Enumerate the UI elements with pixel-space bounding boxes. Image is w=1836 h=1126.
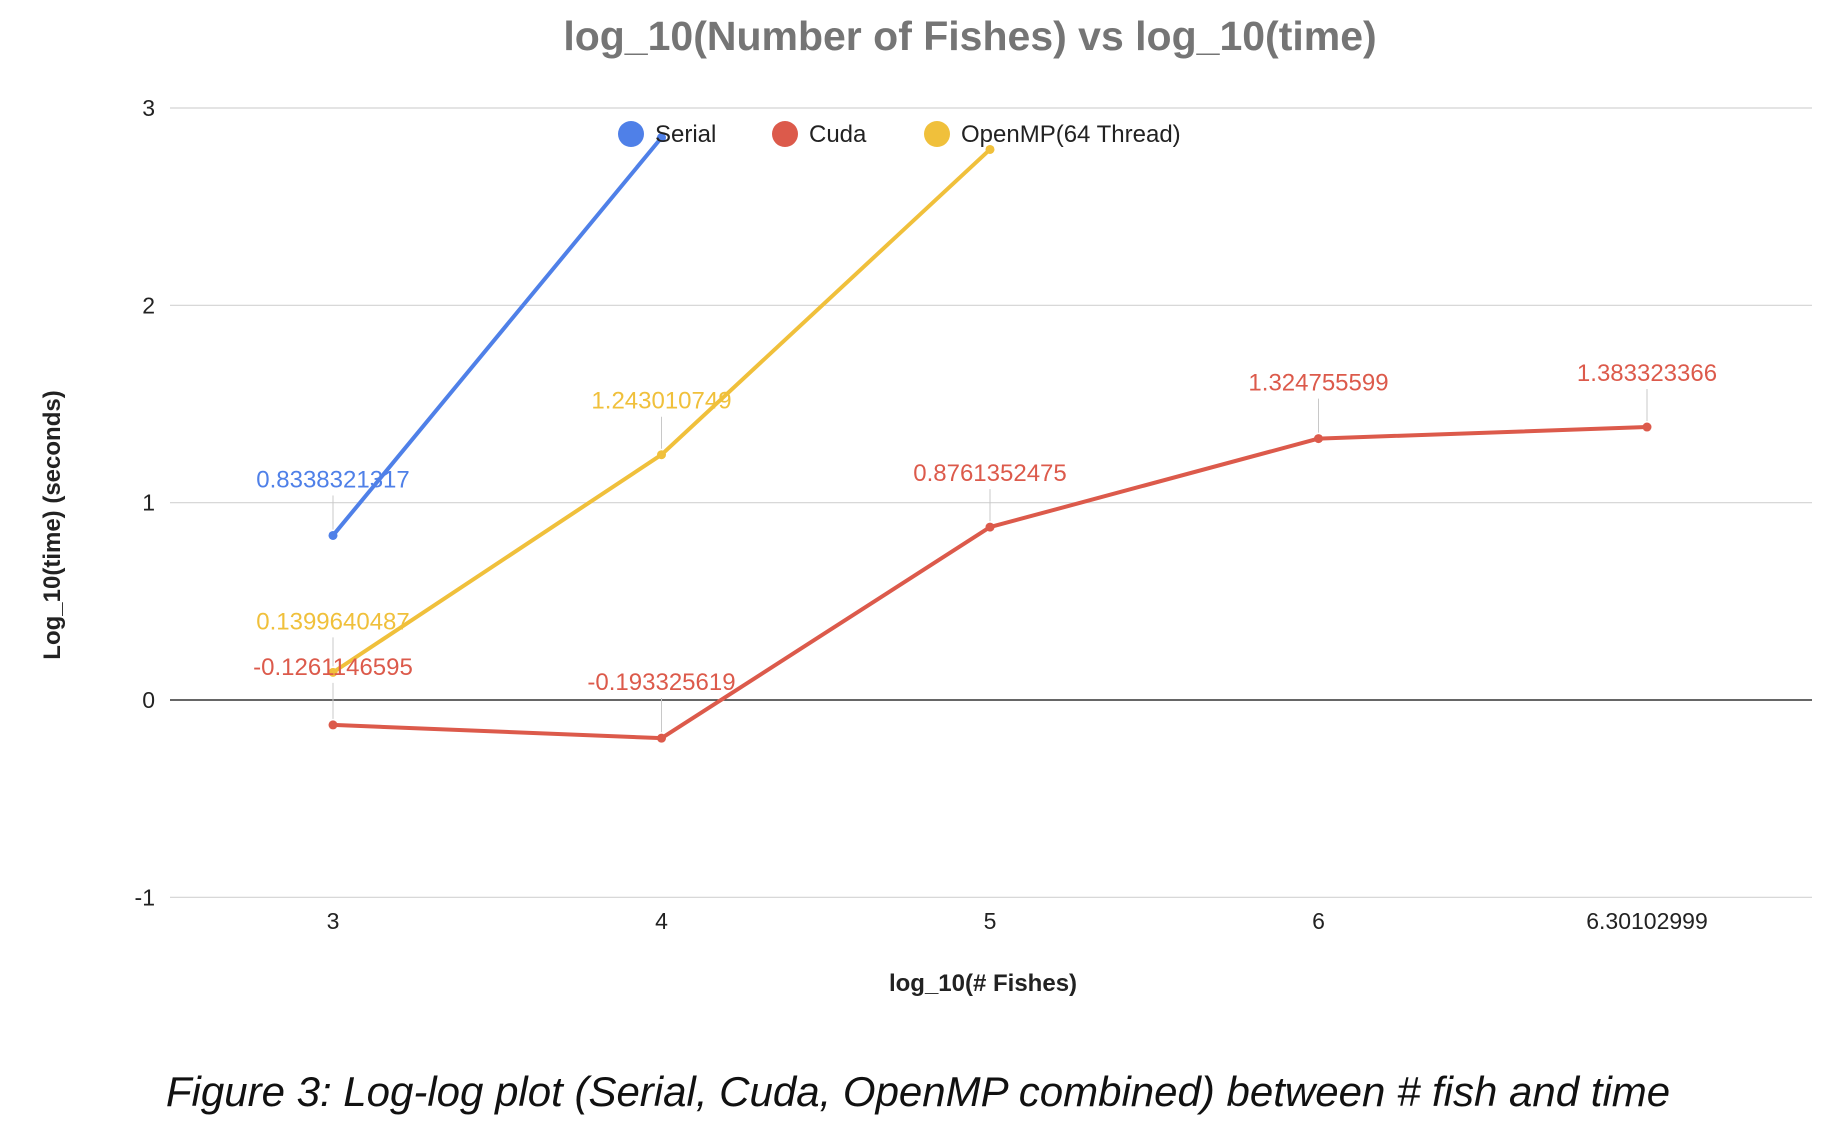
data-point — [985, 144, 995, 154]
data-label: -0.193325619 — [587, 669, 735, 696]
x-tick-label: 6 — [1312, 908, 1325, 934]
legend-marker — [772, 121, 798, 147]
legend-marker — [618, 121, 644, 147]
legend-marker — [924, 121, 950, 147]
data-point — [328, 530, 338, 540]
x-tick-label: 6.30102999 — [1586, 908, 1708, 934]
data-point — [985, 522, 995, 532]
y-tick-label: 1 — [142, 490, 155, 516]
data-label: 0.8761352475 — [913, 460, 1067, 487]
data-point — [1642, 422, 1652, 432]
series-layer — [328, 133, 1652, 743]
x-tick-label: 3 — [327, 908, 340, 934]
y-tick-label: 0 — [142, 687, 155, 713]
legend: Serial Cuda OpenMP(64 Thread) — [618, 121, 1181, 148]
x-axis-title: log_10(# Fishes) — [889, 970, 1077, 997]
figure-caption: Figure 3: Log-log plot (Serial, Cuda, Op… — [165, 1068, 1671, 1115]
y-axis-ticks: -1 0 1 2 3 — [135, 95, 155, 910]
grid — [170, 107, 1812, 898]
chart-title: log_10(Number of Fishes) vs log_10(time) — [563, 13, 1376, 59]
data-point — [328, 667, 338, 677]
data-point — [657, 133, 666, 143]
chart: log_10(Number of Fishes) vs log_10(time)… — [39, 13, 1812, 997]
x-tick-label: 5 — [984, 908, 997, 934]
data-label: 1.383323366 — [1577, 360, 1717, 387]
data-labels: 0.8338321317-0.1261146595-0.1933256190.8… — [253, 360, 1717, 733]
data-label: 1.243010749 — [591, 388, 731, 415]
data-label: 0.1399640487 — [256, 608, 410, 635]
y-axis-title: Log_10(time) (seconds) — [39, 390, 66, 659]
legend-label: OpenMP(64 Thread) — [961, 121, 1181, 148]
y-tick-label: 2 — [142, 292, 155, 318]
legend-label: Cuda — [809, 121, 867, 148]
data-point — [1314, 434, 1323, 444]
data-label: 1.324755599 — [1248, 370, 1388, 397]
series-line-serial — [331, 135, 664, 538]
y-tick-label: 3 — [142, 95, 155, 121]
data-point — [328, 720, 338, 730]
data-label: 0.8338321317 — [256, 466, 410, 493]
legend-label: Serial — [655, 121, 716, 148]
x-axis-ticks: 3 4 5 6 6.30102999 — [327, 908, 1708, 934]
y-tick-label: -1 — [135, 884, 155, 910]
data-point — [657, 450, 666, 460]
x-tick-label: 4 — [655, 908, 668, 934]
data-point — [657, 733, 666, 743]
